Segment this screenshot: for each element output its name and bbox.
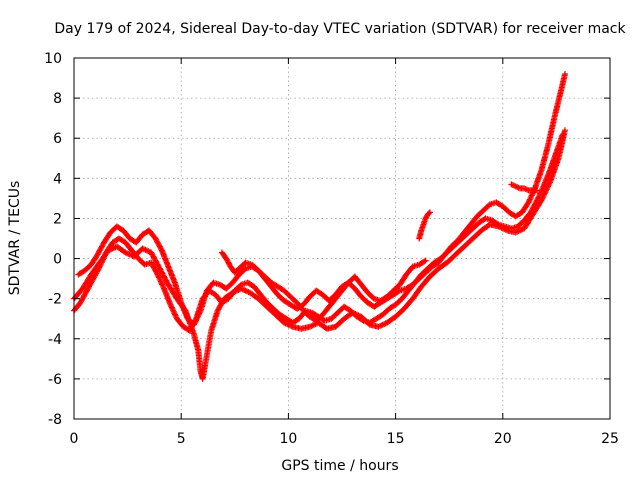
x-tick-label: 10 (279, 431, 297, 447)
y-tick-label: 0 (53, 252, 62, 268)
y-tick-label: 6 (53, 131, 62, 147)
y-tick-label: -4 (48, 332, 62, 348)
x-tick-label: 5 (177, 431, 186, 447)
scatter-marks (416, 209, 433, 241)
y-axis-label: SDTVAR / TECUs (7, 181, 23, 296)
x-axis-label: GPS time / hours (281, 458, 398, 474)
series-track-2 (75, 71, 568, 328)
series-track-3 (71, 127, 568, 382)
y-tick-label: 2 (53, 211, 62, 227)
scatter-marks (75, 71, 568, 328)
y-tick-label: 8 (53, 91, 62, 107)
scatter-marks (71, 127, 568, 382)
y-tick-label: 4 (53, 171, 62, 187)
x-tick-label: 25 (601, 431, 619, 447)
y-tick-label: -2 (48, 292, 62, 308)
data-marks (71, 71, 568, 382)
y-tick-label: 10 (44, 51, 62, 67)
series-track-5 (416, 209, 433, 241)
y-tick-label: -8 (48, 412, 62, 428)
x-tick-label: 20 (494, 431, 512, 447)
x-tick-label: 0 (70, 431, 79, 447)
y-tick-label: -6 (48, 372, 62, 388)
x-tick-label: 15 (387, 431, 405, 447)
chart-title: Day 179 of 2024, Sidereal Day-to-day VTE… (54, 21, 626, 37)
